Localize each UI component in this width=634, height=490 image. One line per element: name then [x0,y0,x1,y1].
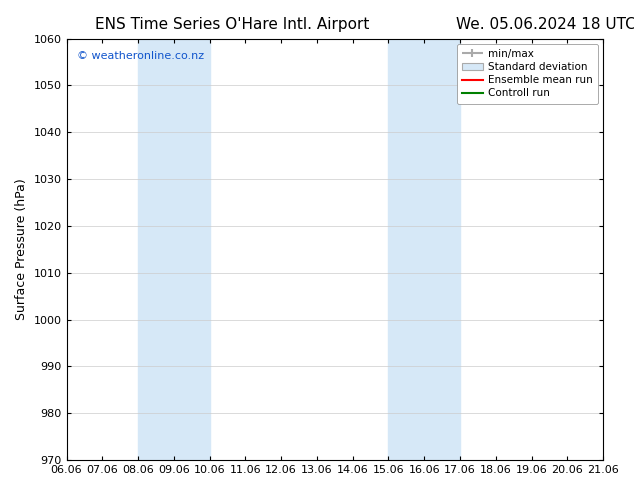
Bar [389,39,460,460]
Legend: min/max, Standard deviation, Ensemble mean run, Controll run: min/max, Standard deviation, Ensemble me… [456,44,598,103]
Text: © weatheronline.co.nz: © weatheronline.co.nz [77,51,204,61]
Text: We. 05.06.2024 18 UTC: We. 05.06.2024 18 UTC [456,17,634,32]
Text: ENS Time Series O'Hare Intl. Airport: ENS Time Series O'Hare Intl. Airport [95,17,370,32]
Bar [138,39,210,460]
Y-axis label: Surface Pressure (hPa): Surface Pressure (hPa) [15,178,28,320]
